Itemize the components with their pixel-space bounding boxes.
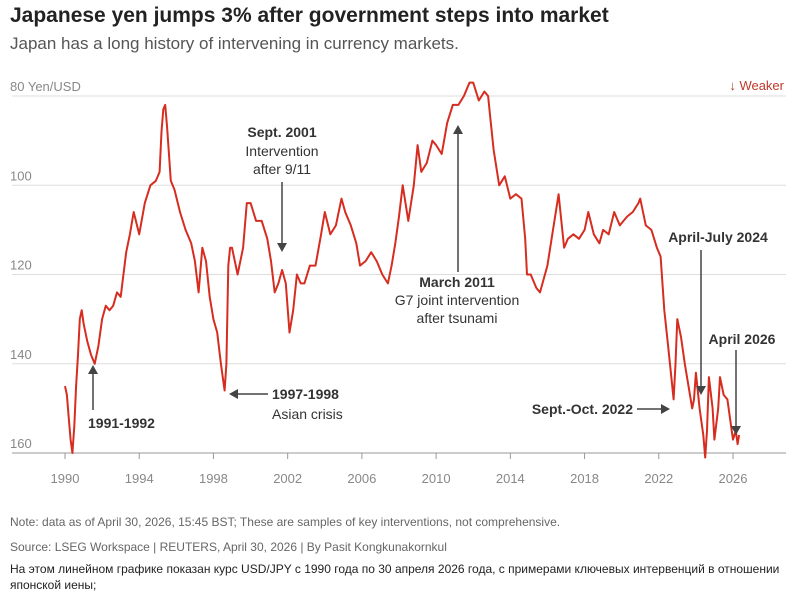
y-axis-ticks: 80 Yen/USD 100 120 140 160 <box>10 79 81 451</box>
arrowhead-2022 <box>661 404 670 414</box>
arrowhead-2026 <box>731 426 741 435</box>
arrowhead-1991 <box>88 365 98 374</box>
y-tick-label-100: 100 <box>10 168 32 183</box>
y-tick-label-120: 120 <box>10 258 32 273</box>
annotation-march-2011-line2: after tsunami <box>417 310 498 326</box>
annotation-march-2011-line1: G7 joint intervention <box>395 292 520 308</box>
x-tick-label-1994: 1994 <box>125 471 154 486</box>
annotation-1997-1998: 1997-1998 <box>272 386 339 402</box>
y-tick-label-160: 160 <box>10 436 32 451</box>
chart-title: Japanese yen jumps 3% after government s… <box>10 4 609 27</box>
annotation-april-july-2024: April-July 2024 <box>668 229 768 245</box>
x-tick-label-2014: 2014 <box>496 471 525 486</box>
annotation-1997-1998-line1: Asian crisis <box>272 406 343 422</box>
annotations: 1991-1992 Sept. 2001 Intervention after … <box>88 124 776 435</box>
x-tick-label-2002: 2002 <box>273 471 302 486</box>
y-tick-label-140: 140 <box>10 347 32 362</box>
annotation-sept-2001-line1: Intervention <box>245 143 318 159</box>
annotation-sept-2001-line2: after 9/11 <box>253 161 311 177</box>
series-line-usdjpy <box>64 81 741 459</box>
annotation-sept-2001: Sept. 2001 <box>247 124 316 140</box>
x-axis-ticks: 1990 1994 1998 2002 2006 2010 2014 2018 2022 2026 <box>51 453 748 486</box>
x-tick-label-2006: 2006 <box>347 471 376 486</box>
arrowhead-2011 <box>453 125 463 134</box>
x-tick-label-1998: 1998 <box>199 471 228 486</box>
x-tick-label-2022: 2022 <box>644 471 673 486</box>
annotation-april-2026: April 2026 <box>709 331 776 347</box>
weaker-label: ↓ Weaker <box>729 78 784 93</box>
annotation-sept-oct-2022: Sept.-Oct. 2022 <box>532 401 633 417</box>
arrowhead-1997 <box>229 389 238 399</box>
x-tick-label-1990: 1990 <box>51 471 80 486</box>
arrowhead-2024 <box>696 386 706 395</box>
annotation-march-2011: March 2011 <box>419 274 495 290</box>
chart-description: На этом линейном графике показан курс US… <box>10 562 780 592</box>
arrowhead-2001 <box>277 243 287 252</box>
x-tick-label-2010: 2010 <box>422 471 451 486</box>
chart-subtitle: Japan has a long history of intervening … <box>10 34 459 53</box>
x-tick-label-2026: 2026 <box>719 471 748 486</box>
gridlines <box>12 95 786 454</box>
y-tick-label-80: 80 Yen/USD <box>10 79 81 94</box>
footer-source: Source: LSEG Workspace | REUTERS, April … <box>10 540 447 554</box>
footer-note: Note: data as of April 30, 2026, 15:45 B… <box>10 515 561 529</box>
annotation-1991-1992: 1991-1992 <box>88 415 155 431</box>
x-tick-label-2018: 2018 <box>570 471 599 486</box>
